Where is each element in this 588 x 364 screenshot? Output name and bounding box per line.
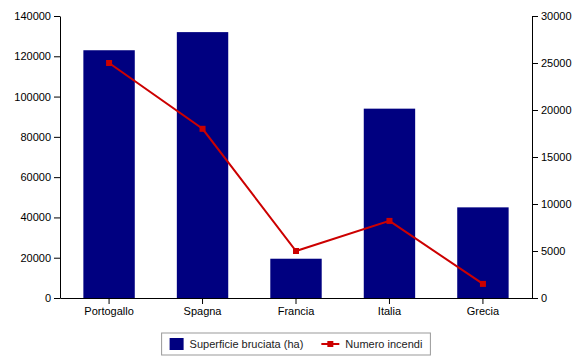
x-axis: Portogallo Spagna Francia Italia Grecia xyxy=(61,298,533,317)
tick: Portogallo xyxy=(84,298,134,317)
legend-item: Superficie bruciata (ha) xyxy=(170,338,304,350)
marker xyxy=(106,60,112,66)
tick: 40000 xyxy=(20,211,60,223)
tick-label: 60000 xyxy=(20,171,51,183)
y-axis: 0 20000 40000 60000 80000 100000 120000 140000 xyxy=(14,10,60,304)
tick-mark xyxy=(532,110,538,111)
tick-mark xyxy=(532,298,538,299)
tick-mark xyxy=(54,217,60,218)
tick: 100000 xyxy=(14,91,60,103)
bar xyxy=(177,32,228,298)
tick-label: 10000 xyxy=(541,198,572,210)
marker xyxy=(200,126,206,132)
tick-label: Portogallo xyxy=(84,305,134,317)
tick-label: 5000 xyxy=(541,245,565,257)
tick: Spagna xyxy=(184,298,223,317)
tick: 0 xyxy=(45,292,60,304)
tick-label: 25000 xyxy=(541,57,572,69)
tick-label: Italia xyxy=(378,305,402,317)
tick: 20000 xyxy=(532,104,572,116)
line-series xyxy=(106,60,486,287)
tick: 5000 xyxy=(532,245,565,257)
chart-container: Portogallo Spagna Francia Italia Grecia 0 2000… xyxy=(0,0,588,364)
tick: 0 xyxy=(532,292,547,304)
plot-area xyxy=(83,32,508,298)
legend: Superficie bruciata (ha) Numero incendi xyxy=(162,333,431,355)
tick-mark xyxy=(54,16,60,17)
tick-mark xyxy=(54,177,60,178)
legend-item: Numero incendi xyxy=(321,338,422,350)
tick-label: 0 xyxy=(45,292,51,304)
tick-label: 30000 xyxy=(541,10,572,22)
tick: 25000 xyxy=(532,57,572,69)
marker xyxy=(386,218,392,224)
tick-label: 20000 xyxy=(20,252,51,264)
tick: 80000 xyxy=(20,131,60,143)
tick-label: 140000 xyxy=(14,10,51,22)
tick-mark xyxy=(532,251,538,252)
legend-label: Superficie bruciata (ha) xyxy=(190,338,304,350)
legend-label: Numero incendi xyxy=(345,338,422,350)
tick-label: 100000 xyxy=(14,91,51,103)
tick: Italia xyxy=(378,298,402,317)
tick-label: 40000 xyxy=(20,211,51,223)
tick-mark xyxy=(532,204,538,205)
tick-mark xyxy=(54,298,60,299)
legend-swatch xyxy=(170,338,184,350)
tick-mark xyxy=(296,298,297,304)
tick-label: 80000 xyxy=(20,131,51,143)
bar xyxy=(270,259,321,298)
tick-mark xyxy=(532,157,538,158)
tick-label: 120000 xyxy=(14,50,51,62)
chart: Portogallo Spagna Francia Italia Grecia 0 2000… xyxy=(0,0,588,364)
tick: 20000 xyxy=(20,252,60,264)
tick: 10000 xyxy=(532,198,572,210)
tick: Grecia xyxy=(467,298,500,317)
bar xyxy=(457,207,508,298)
tick-label: 15000 xyxy=(541,151,572,163)
axis-domain xyxy=(60,17,61,299)
tick-mark xyxy=(532,63,538,64)
tick-mark xyxy=(109,298,110,304)
tick-label: Grecia xyxy=(467,305,500,317)
tick-mark xyxy=(54,56,60,57)
tick: 15000 xyxy=(532,151,572,163)
tick-label: Francia xyxy=(278,305,316,317)
tick-mark xyxy=(54,137,60,138)
tick-mark xyxy=(202,298,203,304)
bar xyxy=(83,50,134,298)
tick-mark xyxy=(54,258,60,259)
tick-label: 20000 xyxy=(541,104,572,116)
legend-frame xyxy=(162,333,431,355)
tick-mark xyxy=(532,16,538,17)
tick: 30000 xyxy=(532,10,572,22)
tick-label: 0 xyxy=(541,292,547,304)
tick-label: Spagna xyxy=(184,305,223,317)
tick: 120000 xyxy=(14,50,60,62)
tick: 60000 xyxy=(20,171,60,183)
marker xyxy=(480,281,486,287)
marker xyxy=(293,248,299,254)
tick: Francia xyxy=(278,298,316,317)
tick-mark xyxy=(389,298,390,304)
tick-mark xyxy=(482,298,483,304)
bar xyxy=(364,109,415,298)
bar-series xyxy=(83,32,508,298)
line xyxy=(109,63,483,284)
y2-axis: 0 5000 10000 15000 20000 25000 30000 xyxy=(532,10,572,304)
tick-mark xyxy=(54,97,60,98)
tick: 140000 xyxy=(14,10,60,22)
legend-marker xyxy=(327,341,333,347)
